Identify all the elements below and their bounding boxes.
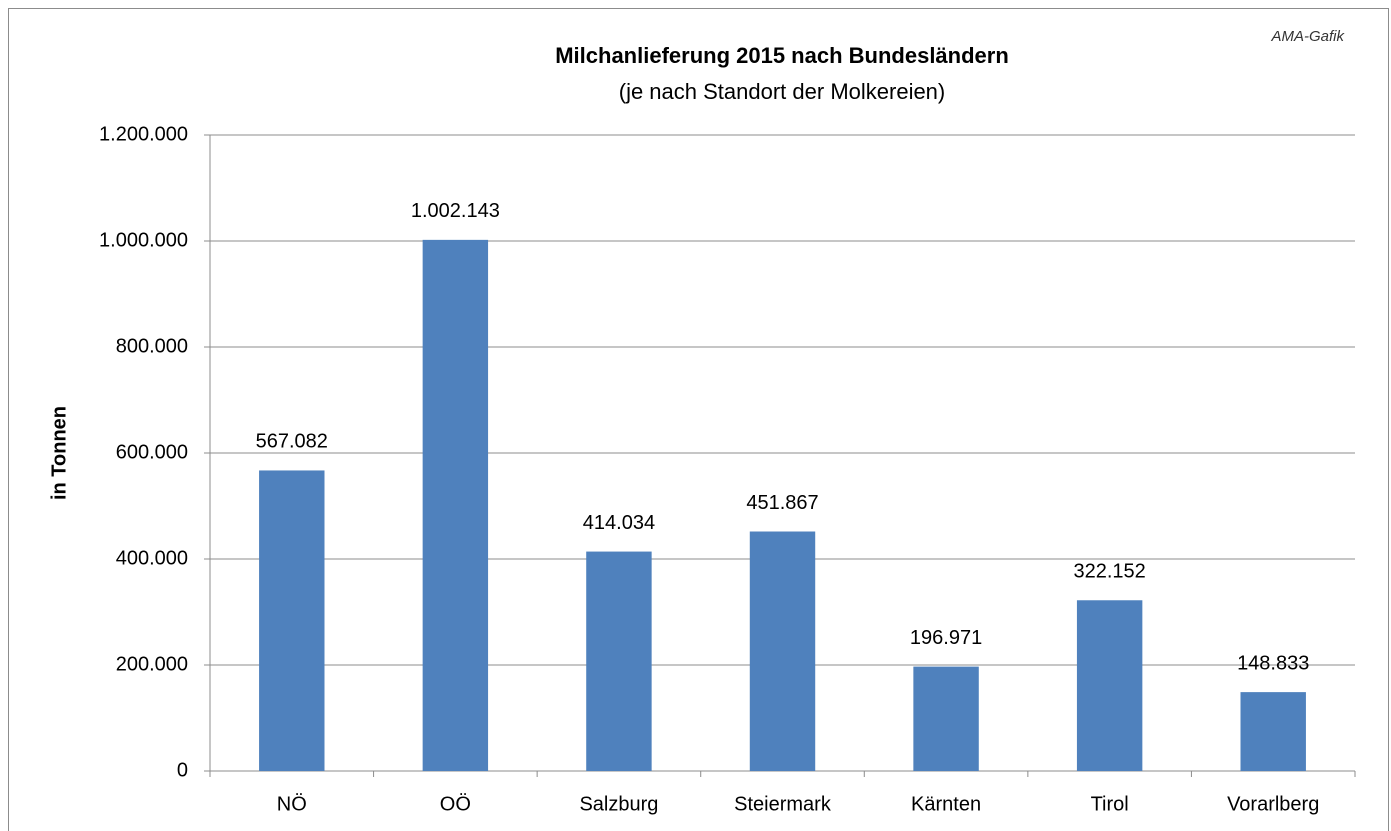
bar — [1076, 600, 1143, 771]
y-tick-label: 600.000 — [116, 441, 188, 463]
y-tick-label: 200.000 — [116, 653, 188, 675]
value-label: 148.833 — [1237, 652, 1309, 674]
value-label: 1.002.143 — [411, 200, 500, 222]
value-label: 196.971 — [910, 627, 982, 649]
bar — [259, 470, 325, 771]
x-tick-label: Kärnten — [911, 793, 981, 815]
chart-subtitle: (je nach Standort der Molkereien) — [619, 79, 946, 104]
x-tick-label: Steiermark — [734, 793, 832, 815]
x-tick-label: Vorarlberg — [1227, 793, 1319, 815]
value-label: 414.034 — [583, 512, 655, 534]
bar — [749, 531, 816, 771]
bar — [913, 666, 979, 771]
y-tick-label: 1.000.000 — [99, 229, 188, 251]
chart-border — [8, 8, 1389, 831]
value-label: 322.152 — [1073, 561, 1145, 583]
x-tick-label: Salzburg — [579, 793, 658, 815]
x-tick-label: Tirol — [1091, 793, 1129, 815]
y-tick-label: 1.200.000 — [99, 123, 188, 145]
y-axis-label: in Tonnen — [48, 406, 70, 500]
bar — [1240, 692, 1306, 771]
bar — [586, 551, 652, 771]
y-tick-label: 0 — [177, 759, 188, 781]
value-label: 567.082 — [256, 431, 328, 453]
y-tick-label: 800.000 — [116, 335, 188, 357]
y-tick-label: 400.000 — [116, 547, 188, 569]
value-label: 451.867 — [746, 492, 818, 514]
x-tick-label: NÖ — [277, 793, 307, 815]
x-tick-label: OÖ — [440, 793, 471, 815]
bar — [422, 239, 489, 772]
chart-title: Milchanlieferung 2015 nach Bundesländern — [555, 43, 1009, 68]
annotation: AMA-Gafik — [1270, 28, 1345, 45]
